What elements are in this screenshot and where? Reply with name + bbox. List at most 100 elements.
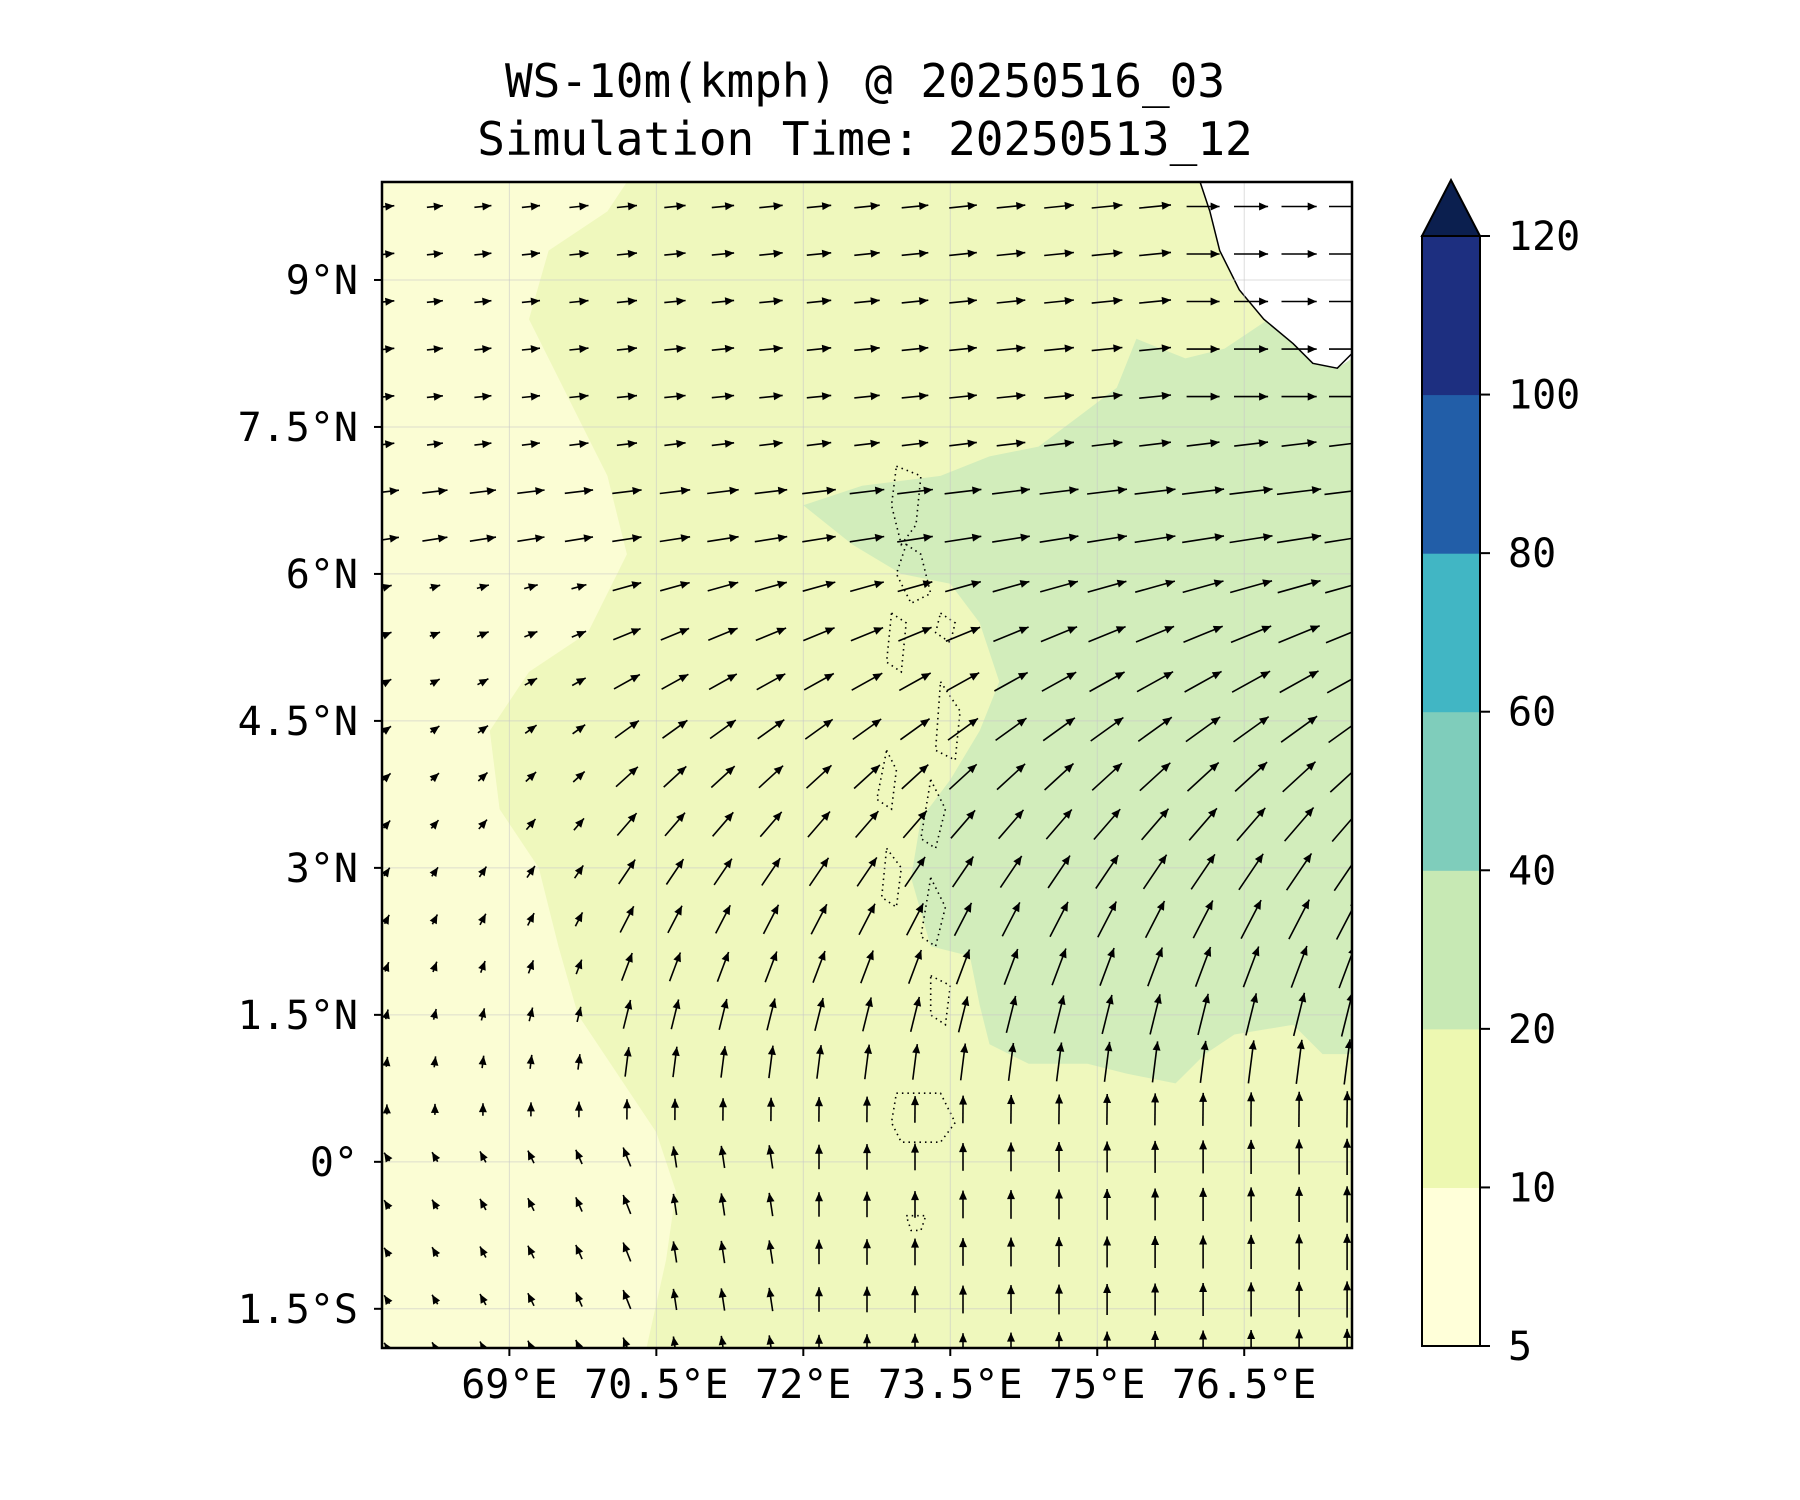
wind-arrow <box>478 1103 487 1116</box>
wind-arrow <box>707 581 739 592</box>
wind-arrow <box>802 627 835 642</box>
wind-arrow <box>574 1006 583 1023</box>
wind-arrow <box>664 392 686 401</box>
wind-arrow <box>1276 486 1322 496</box>
wind-arrow <box>430 1103 439 1115</box>
wind-arrow <box>901 439 929 448</box>
wind-arrow <box>1047 855 1071 889</box>
wind-arrow <box>959 1095 968 1124</box>
wind-arrow <box>953 902 973 937</box>
wind-arrow <box>383 1294 393 1305</box>
wind-arrow <box>572 770 586 783</box>
wind-arrow <box>612 627 641 641</box>
wind-arrow <box>996 344 1026 353</box>
wind-arrow <box>526 1102 535 1117</box>
y-tick-label: 1.5°S <box>238 1287 358 1333</box>
wind-arrow <box>1044 297 1074 305</box>
wind-arrow <box>719 1098 727 1121</box>
wind-arrow <box>862 997 873 1032</box>
wind-arrow <box>478 913 487 926</box>
wind-arrow <box>1134 579 1176 593</box>
wind-arrow <box>1285 852 1313 891</box>
wind-arrow <box>1091 201 1123 210</box>
wind-arrow <box>959 1043 969 1081</box>
wind-arrow <box>382 725 392 735</box>
wind-arrow <box>1197 993 1210 1036</box>
wind-arrow <box>1295 1091 1304 1128</box>
wind-arrow <box>615 766 639 788</box>
wind-arrow <box>1055 1094 1064 1125</box>
x-tick-label: 73.5°E <box>878 1362 1023 1408</box>
wind-arrow <box>1295 1039 1305 1085</box>
wind-arrow <box>1151 1283 1160 1316</box>
wind-arrow <box>429 866 439 877</box>
wind-arrow <box>382 202 395 211</box>
wind-arrow <box>1233 715 1270 743</box>
wind-arrow <box>622 1289 632 1310</box>
wind-arrow <box>622 999 633 1029</box>
wind-arrow <box>575 1196 584 1212</box>
wind-arrow <box>767 1097 775 1122</box>
wind-arrow <box>714 904 732 934</box>
wind-arrow <box>806 202 832 211</box>
wind-arrow <box>382 1104 391 1115</box>
wind-arrow <box>1329 442 1352 448</box>
wind-arrow <box>573 817 585 831</box>
colorbar-segment <box>1422 236 1480 396</box>
colorbar-tick-label: 80 <box>1508 531 1556 577</box>
wind-arrow <box>1003 948 1019 985</box>
wind-arrow <box>863 1286 871 1313</box>
wind-arrow <box>431 1151 441 1163</box>
wind-arrow <box>571 677 587 687</box>
wind-arrow <box>382 867 391 878</box>
wind-arrow <box>616 249 638 258</box>
x-tick-label: 70.5°E <box>584 1362 729 1408</box>
wind-arrow <box>670 1193 679 1216</box>
wind-arrow <box>668 952 682 982</box>
wind-arrow <box>1055 1284 1063 1315</box>
wind-arrow <box>1234 250 1269 258</box>
wind-arrow <box>756 673 786 691</box>
wind-arrow <box>1139 439 1171 448</box>
wind-arrow <box>517 534 545 543</box>
wind-arrow <box>664 344 686 353</box>
wind-arrow <box>711 202 735 211</box>
wind-arrow <box>383 1247 393 1258</box>
wind-arrow <box>1103 1093 1112 1125</box>
atoll-outline <box>920 875 947 948</box>
wind-arrow <box>1091 344 1123 353</box>
wind-arrow <box>1329 253 1352 255</box>
wind-arrow <box>478 819 488 830</box>
wind-arrow <box>1044 439 1074 448</box>
wind-arrow <box>478 1008 487 1021</box>
wind-arrow <box>1103 1189 1112 1220</box>
wind-arrow <box>1144 900 1166 939</box>
wind-arrow <box>670 1146 679 1168</box>
wind-arrow <box>950 809 976 839</box>
wind-arrow <box>1281 345 1317 354</box>
wind-arrow <box>901 344 929 353</box>
colorbar-tick-label: 100 <box>1508 373 1580 419</box>
wind-arrow <box>1343 1039 1352 1085</box>
wind-arrow <box>382 772 392 783</box>
wind-arrow <box>1247 1040 1257 1084</box>
wind-arrow <box>1281 250 1317 258</box>
wind-arrow <box>854 297 880 306</box>
wind-arrow <box>430 1056 439 1068</box>
wind-arrow <box>718 1288 727 1311</box>
wind-arrow <box>665 858 685 885</box>
wind-arrow <box>1055 1142 1063 1172</box>
colorbar-segment <box>1422 711 1480 871</box>
wind-arrow <box>863 1239 871 1265</box>
wind-arrow <box>1147 947 1164 987</box>
wind-arrow <box>382 345 395 354</box>
colorbar-extend-arrow <box>1420 177 1482 237</box>
wind-arrow <box>755 627 787 642</box>
wind-arrow <box>1194 946 1212 987</box>
wind-arrow <box>1199 1187 1208 1221</box>
wind-arrow <box>710 765 736 789</box>
wind-arrow <box>1247 1282 1256 1317</box>
wind-arrow <box>1139 201 1172 210</box>
wind-arrow <box>766 1145 775 1169</box>
wind-arrow <box>670 999 681 1030</box>
